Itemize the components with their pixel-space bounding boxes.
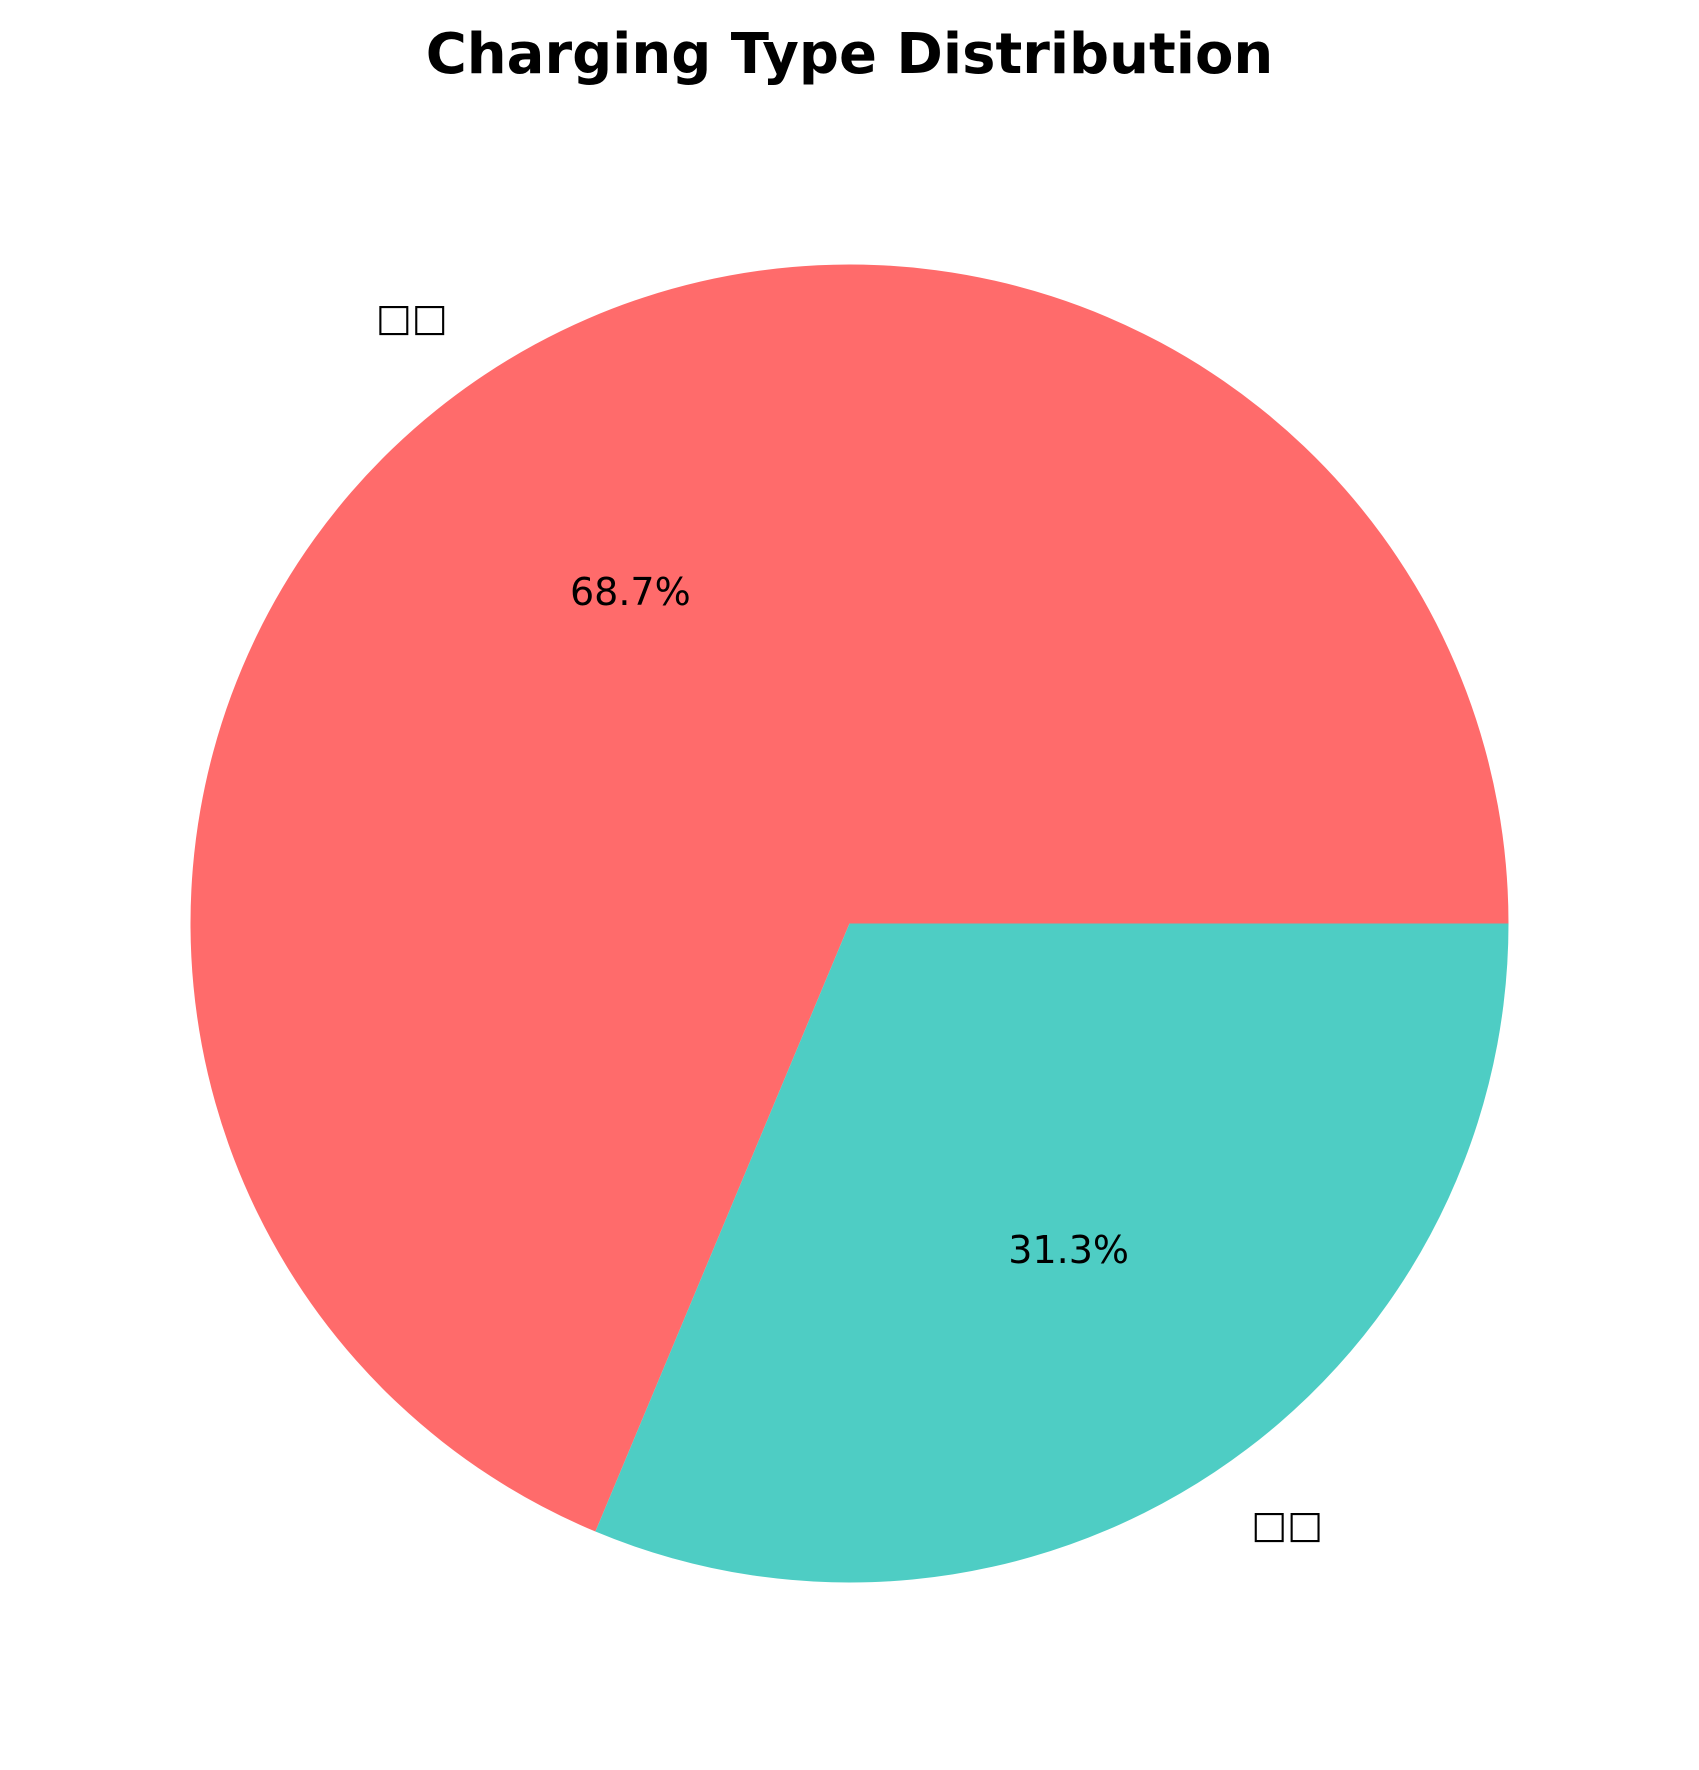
chart-title: Charging Type Distribution [426, 22, 1274, 87]
slice-percent-label-2: 31.3% [1008, 1228, 1129, 1272]
slice-percent-label-1: 68.7% [570, 570, 691, 614]
pie-slice-2 [595, 923, 1509, 1583]
pie-slice-1 [190, 264, 1509, 1532]
slice-label-2: □□ [1251, 1502, 1323, 1546]
slice-label-1: □□ [376, 296, 448, 340]
pie-slices [190, 264, 1509, 1583]
pie-labels: □□ 68.7% □□ 31.3% [376, 296, 1323, 1547]
